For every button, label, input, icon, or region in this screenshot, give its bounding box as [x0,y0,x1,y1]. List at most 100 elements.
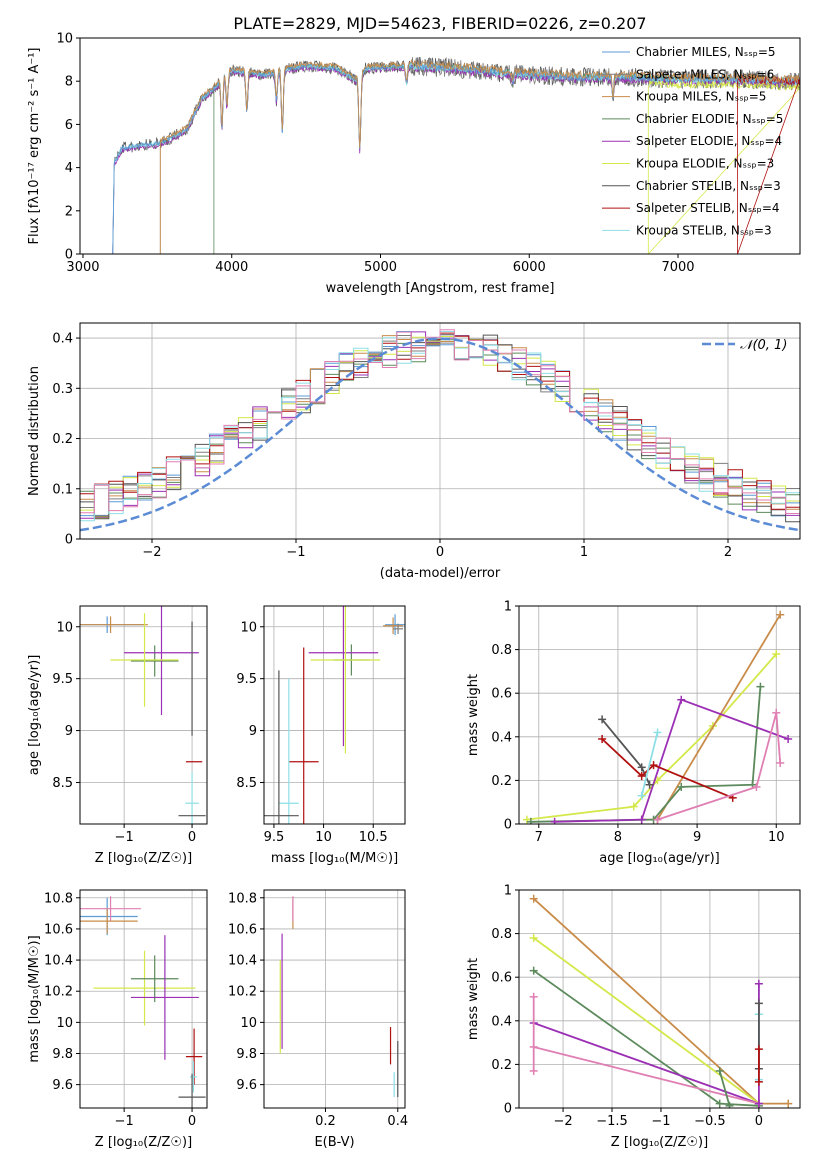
plot-area [80,606,206,824]
weight-marker [677,782,686,791]
weight-marker [598,715,607,724]
x-tick-label: 10 [768,830,785,845]
y-tick-label: 0.6 [491,687,512,702]
x-axis-label: Z [log₁₀(Z/Z☉)] [95,851,192,866]
y-tick-label: 10.2 [44,985,73,1000]
y-tick-label: 8.5 [236,776,257,791]
weight-marker [653,815,662,824]
weight-marker [752,782,761,791]
x-axis-label: mass [log₁₀(M/M☉)] [271,851,398,866]
weight-marker [637,772,646,781]
errorbar-point [93,950,196,1026]
legend: 𝒩(0, 1) [702,338,787,353]
panel-weight-vs-Z: −2 −1.5 −1 −0.5 0 0 0.2 0.4 0.6 0.8 1 Z [log₁₀(Z/Z☉… [466,884,801,1150]
errorbar-point [110,613,179,707]
legend-label: Salpeter STELIB, Nₛₛₚ=4 [636,201,780,215]
panel-residuals: −2 −1 0 1 2 0 0.1 0.2 0.3 0.4 (data-model)/error No… [27,322,801,581]
x-axis-label: wavelength [Angstrom, rest frame] [326,281,555,296]
y-tick-label: 0.2 [52,432,73,447]
y-tick-label: 9.8 [236,1047,257,1062]
y-tick-label: 0 [65,533,73,548]
errorbar-point [130,935,199,1060]
weight-marker [784,1099,793,1108]
y-tick-label: 9 [249,724,257,739]
legend-label: Chabrier MILES, Nₛₛₚ=5 [636,45,776,59]
y-tick-label: 10.6 [228,922,257,937]
errorbar-point [80,616,148,633]
weight-marker [645,780,654,789]
y-tick-label: 10 [240,1016,257,1031]
weight-marker [637,791,646,800]
y-tick-label: 0 [65,248,73,263]
y-tick-label: 9.5 [236,672,257,687]
weight-line [533,1046,760,1105]
x-tick-label: 2 [724,545,732,560]
legend-label: Chabrier ELODIE, Nₛₛₚ=5 [636,112,783,126]
page-title: PLATE=2829, MJD=54623, FIBERID=0226, z=0… [233,14,646,33]
y-tick-label: 0.4 [491,1014,512,1029]
errorbar-point [130,955,179,1003]
errorbar-point [310,606,381,754]
y-tick-label: 8 [65,75,73,90]
y-tick-label: 0.1 [52,482,73,497]
weight-marker [629,802,638,811]
x-tick-label: 0.2 [315,1114,336,1129]
x-tick-label: −1.5 [596,1114,628,1129]
x-tick-label: −2 [553,1114,572,1129]
errorbar-point [308,606,379,747]
x-tick-label: 6000 [513,260,546,275]
weight-line [533,1022,760,1105]
legend-label: Kroupa STELIB, Nₛₛₚ=3 [636,223,772,237]
y-tick-label: 9.8 [52,1047,73,1062]
y-tick-label: 2 [65,204,73,219]
y-tick-label: 0.8 [491,643,512,658]
y-tick-label: 6 [65,118,73,133]
y-tick-label: 10.4 [228,954,257,969]
spectrum-line [647,79,800,254]
x-tick-label: 0 [188,1114,196,1129]
errorbar-point [278,678,299,824]
errorbar-point [80,896,142,922]
weight-marker [715,1066,724,1075]
x-tick-label: 9 [693,830,701,845]
weight-marker [715,1099,724,1108]
x-axis-label: Z [log₁₀(Z/Z☉)] [611,1135,708,1150]
weight-line [601,738,734,799]
errorbar-point [383,617,404,635]
legend-label: 𝒩(0, 1) [740,338,787,353]
weight-marker [529,933,538,942]
x-tick-label: 9.5 [264,830,285,845]
y-tick-label: 10 [240,620,257,635]
y-tick-label: 1 [504,884,512,899]
panel-mass-vs-Z: −1 0 9.6 9.8 10 10.2 10.4 10.6 10.8 Z [log₁₀(Z/Z☉… [27,889,208,1150]
weight-marker [529,966,538,975]
weight-marker [529,1066,538,1075]
y-tick-label: 1 [504,600,512,615]
weight-marker [754,1077,763,1086]
grid-lines [80,606,207,824]
panel-spectrum: 3000 4000 5000 6000 7000 0 2 4 6 8 10 wavelength [A… [27,32,801,296]
errorbar-point [185,772,199,824]
y-axis-label: mass weight [466,674,481,756]
x-tick-label: −1 [115,830,134,845]
axes-frame [79,37,801,255]
plot-area [529,894,793,1108]
y-tick-label: 0.4 [491,730,512,745]
weight-marker [776,758,785,767]
x-tick-label: 4000 [215,260,248,275]
axes-frame [518,889,801,1109]
panel-weight-vs-age: 7 8 9 10 0 0.2 0.4 0.6 0.8 1 age [log₁₀(age/yr)] ma… [466,600,801,866]
x-tick-label: 0 [188,830,196,845]
y-axis-label: age [log₁₀(age/yr)] [27,655,42,776]
y-tick-label: 0.4 [52,332,73,347]
axes-frame [263,605,406,825]
axes-frame [263,889,406,1109]
x-tick-label: 7 [535,830,543,845]
y-axis-label: mass [log₁₀(M/M☉)] [27,935,42,1062]
axes-frame [79,322,801,540]
plot-area [279,896,399,1098]
x-tick-label: 0 [436,545,444,560]
weight-marker [653,728,662,737]
grid-lines [264,606,405,824]
